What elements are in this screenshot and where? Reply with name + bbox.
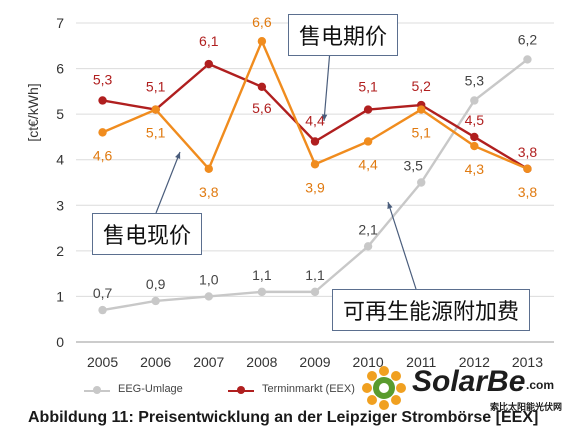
y-tick-label: 1 <box>56 288 64 304</box>
data-point <box>417 105 426 114</box>
y-tick-label: 4 <box>56 152 64 168</box>
data-label: 5,3 <box>93 71 113 87</box>
watermark-suffix: .com <box>526 378 555 392</box>
data-label: 3,8 <box>518 184 538 200</box>
data-point <box>310 137 320 146</box>
data-point <box>151 105 160 114</box>
data-point <box>363 137 373 146</box>
y-tick-label: 2 <box>56 243 64 259</box>
callout-term-pointer-arrowhead <box>321 114 328 121</box>
data-label: 6,1 <box>199 33 219 49</box>
watermark-name: SolarBe <box>412 365 526 398</box>
callout-term-price: 售电期价 <box>288 14 399 56</box>
data-label: 5,1 <box>146 79 166 95</box>
data-label: 4,4 <box>358 156 378 172</box>
y-tick-label: 5 <box>56 106 64 122</box>
callout-eeg-pointer-arrowhead <box>387 202 393 209</box>
data-label: 1,1 <box>252 267 272 283</box>
data-point <box>523 55 532 64</box>
legend-label-eeg: EEG-Umlage <box>118 383 183 395</box>
legend-marker-eeg <box>93 386 101 394</box>
data-label: 1,1 <box>305 267 325 283</box>
data-label: 5,2 <box>411 78 431 94</box>
data-point <box>470 132 479 142</box>
data-point <box>204 59 213 69</box>
y-tick-label: 0 <box>56 334 64 350</box>
data-label: 4,3 <box>465 161 485 177</box>
data-label: 4,4 <box>305 112 325 128</box>
data-point <box>98 96 107 105</box>
data-label: 6,6 <box>252 14 272 30</box>
data-label: 5,3 <box>465 72 485 88</box>
sunflower-logo-icon <box>362 366 406 410</box>
data-point <box>257 287 267 297</box>
y-tick-label: 7 <box>56 15 64 31</box>
data-point <box>363 242 373 251</box>
x-tick-label: 2011 <box>406 354 436 370</box>
data-point <box>470 96 479 105</box>
x-tick-label: 2012 <box>459 354 490 370</box>
data-label: 6,2 <box>518 31 538 47</box>
series-line <box>102 40 528 171</box>
data-point <box>151 296 160 306</box>
callout-spot-price: 售电现价 <box>92 213 203 255</box>
y-tick-label: 6 <box>56 61 64 77</box>
figure-caption: Abbildung 11: Preisentwicklung an der Le… <box>28 409 539 426</box>
data-label: 5,1 <box>146 125 166 141</box>
callout-spot-pointer <box>155 151 181 214</box>
data-label: 4,5 <box>465 112 485 128</box>
data-point <box>257 82 267 92</box>
data-label: 5,1 <box>411 125 431 141</box>
data-point <box>257 37 267 46</box>
x-tick-label: 2005 <box>87 354 118 370</box>
callout-spot-pointer-arrowhead <box>175 152 181 159</box>
x-tick-label: 2006 <box>140 354 171 370</box>
data-label: 5,6 <box>252 100 272 116</box>
watermark-subtitle: 索比太阳能光伏网 <box>490 403 563 413</box>
data-point <box>523 164 532 174</box>
data-label: 0,7 <box>93 285 113 301</box>
data-label: 4,6 <box>93 147 113 163</box>
solarbe-watermark: SolarBe .com 索比太阳能光伏网 <box>362 362 574 416</box>
x-tick-label: 2008 <box>246 354 277 370</box>
callout-term-pointer <box>323 49 331 122</box>
legend-marker-terminmarkt <box>237 386 245 394</box>
data-point <box>98 128 107 137</box>
legend-label-terminmarkt: Terminmarkt (EEX) <box>262 383 355 395</box>
data-label: 3,8 <box>518 144 538 160</box>
y-axis-label: [ct€/kWh] <box>25 83 41 141</box>
data-point <box>204 292 213 301</box>
data-point <box>363 105 373 114</box>
data-point <box>470 141 479 151</box>
data-label: 1,0 <box>199 271 219 287</box>
x-tick-label: 2010 <box>353 354 384 370</box>
callout-eeg-pointer <box>387 201 417 290</box>
data-label: 5,1 <box>358 79 378 95</box>
data-label: 2,1 <box>358 221 378 237</box>
data-point <box>417 178 426 187</box>
x-tick-label: 2007 <box>193 354 224 370</box>
data-point <box>204 164 213 174</box>
data-label: 0,9 <box>146 276 166 292</box>
data-label: 3,9 <box>305 179 325 195</box>
y-tick-label: 3 <box>56 197 64 213</box>
callout-eeg-surcharge: 可再生能源附加费 <box>332 289 531 331</box>
data-label: 3,5 <box>403 158 423 174</box>
data-point <box>98 305 107 315</box>
data-point <box>310 160 320 169</box>
x-tick-label: 2009 <box>299 354 330 370</box>
data-label: 3,8 <box>199 184 219 200</box>
data-point <box>310 287 320 297</box>
x-tick-label: 2013 <box>512 354 543 370</box>
